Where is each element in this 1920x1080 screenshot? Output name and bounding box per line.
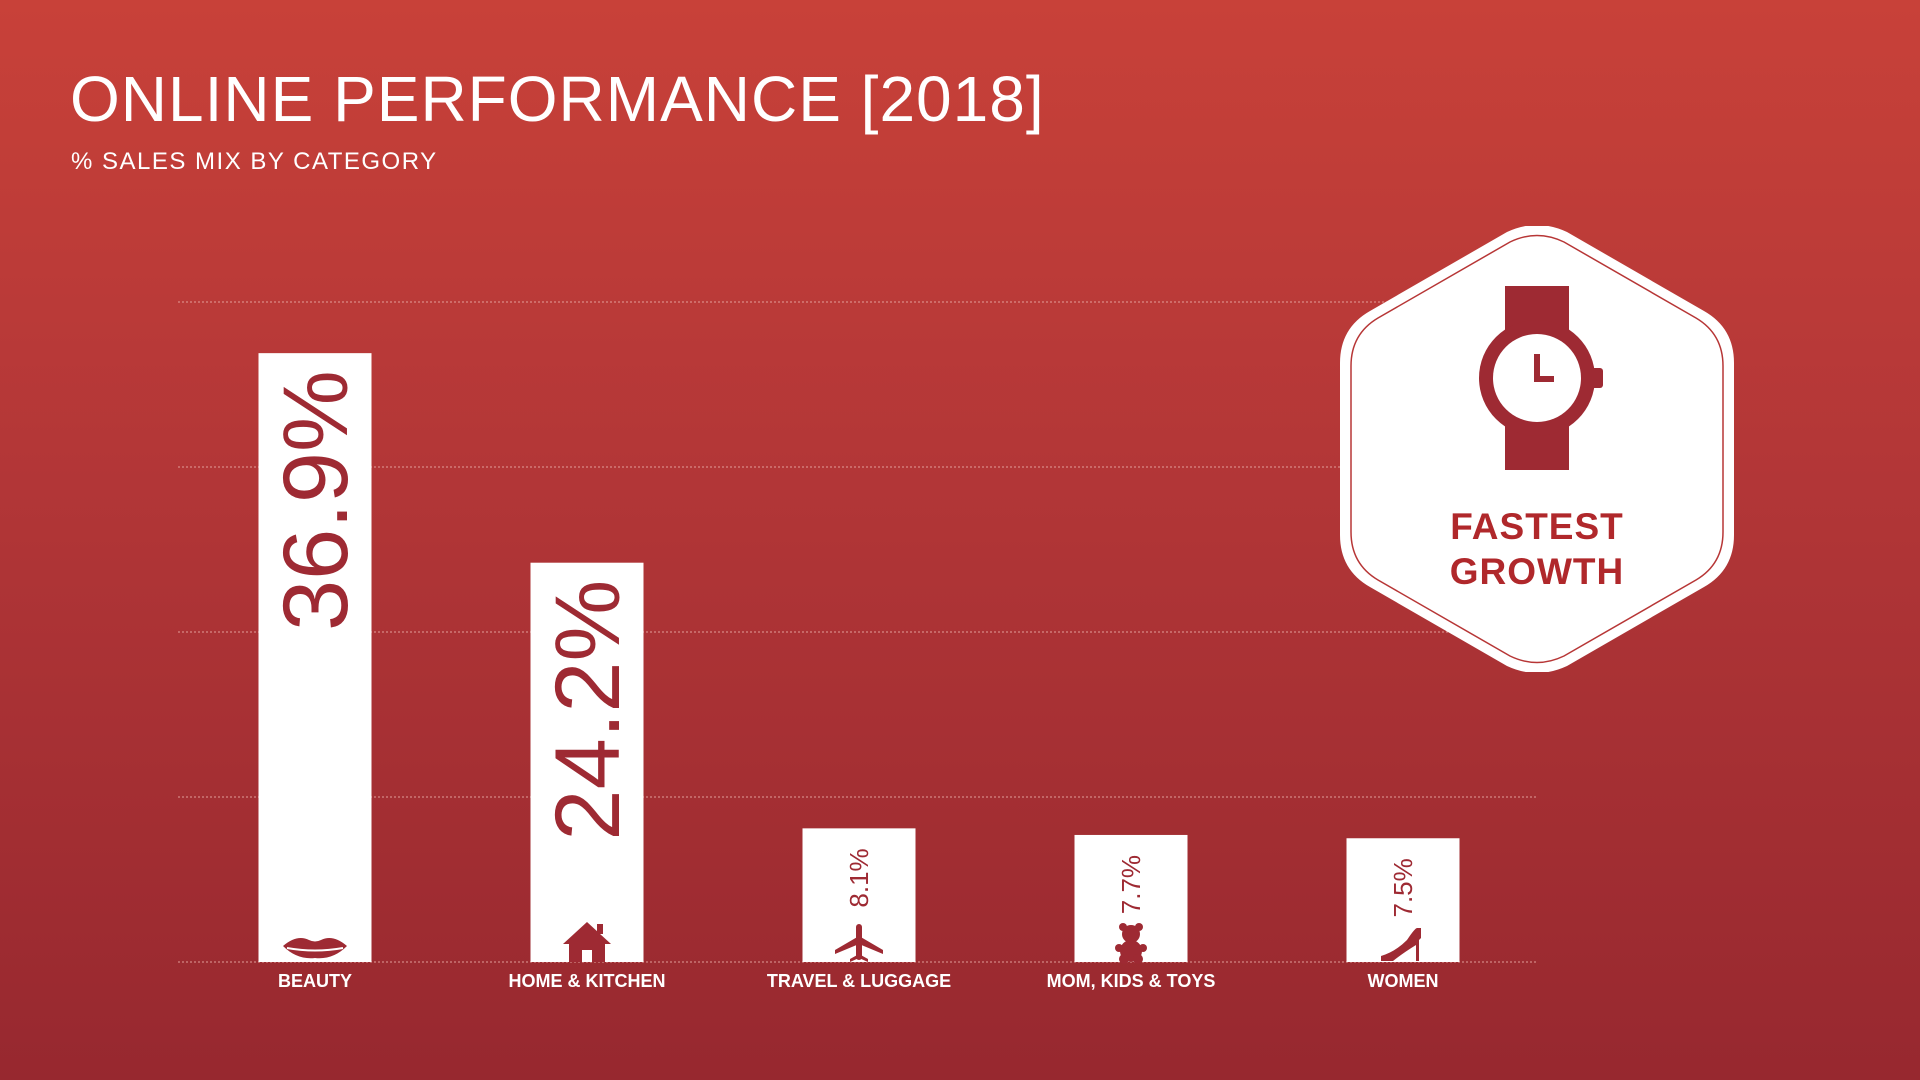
bar-value-label: 8.1%	[844, 848, 874, 907]
page-subtitle: % SALES MIX BY CATEGORY	[71, 148, 438, 175]
bar	[1346, 838, 1460, 962]
fastest-growth-badge: FASTEST GROWTH	[1340, 226, 1734, 672]
category-label: TRAVEL & LUGGAGE	[767, 971, 951, 991]
bar-value-label: 24.2%	[537, 580, 639, 841]
category-label: HOME & KITCHEN	[509, 971, 666, 991]
category-label: MOM, KIDS & TOYS	[1047, 971, 1216, 991]
bar-value-label: 36.9%	[265, 370, 367, 631]
badge-inner-outline	[1350, 234, 1724, 664]
category-label: WOMEN	[1368, 971, 1439, 991]
bar-value-label: 7.7%	[1116, 855, 1146, 914]
house-icon	[563, 922, 611, 962]
teddy-bear-icon	[1115, 923, 1147, 964]
bar	[530, 562, 644, 962]
lips-icon	[283, 938, 347, 959]
badge-line-2: GROWTH	[1450, 551, 1625, 592]
category-label: BEAUTY	[278, 971, 352, 991]
airplane-icon	[835, 924, 883, 962]
bar-value-label: 7.5%	[1388, 858, 1418, 917]
watch-icon	[1479, 286, 1603, 470]
badge-line-1: FASTEST	[1450, 506, 1624, 547]
page-title: ONLINE PERFORMANCE [2018]	[70, 63, 1045, 135]
bar	[258, 353, 372, 962]
high-heel-icon	[1381, 928, 1421, 961]
